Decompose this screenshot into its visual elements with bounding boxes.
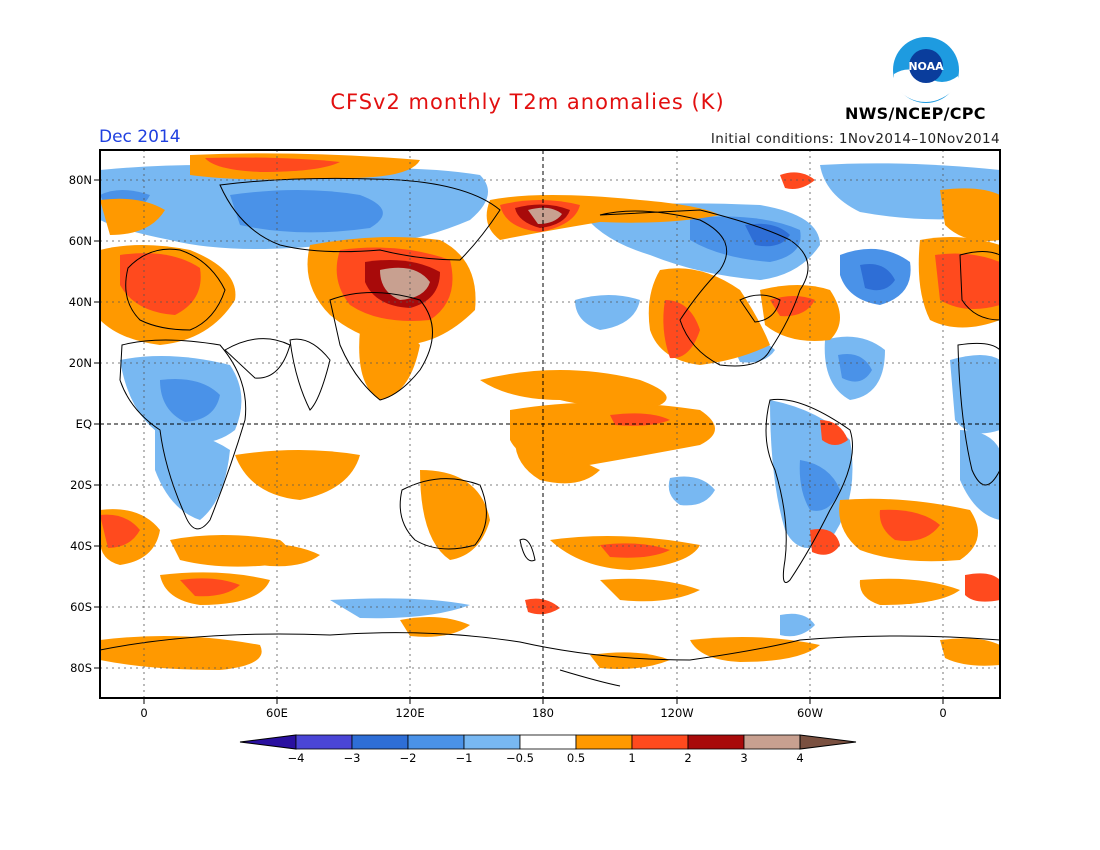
- legend-tick-label: 3: [740, 751, 747, 765]
- legend-swatch: [351, 734, 409, 750]
- lon-label: 60E: [266, 706, 288, 720]
- logo-text: NOAA: [908, 60, 944, 73]
- legend-swatch: [631, 734, 689, 750]
- lon-label: 120E: [395, 706, 424, 720]
- forecast-period: Dec 2014: [99, 127, 181, 147]
- legend-tick-label: 0.5: [567, 751, 585, 765]
- lon-label: 180: [532, 706, 554, 720]
- legend-tick-label: 1: [628, 751, 635, 765]
- legend-tick-label: −1: [456, 751, 473, 765]
- lon-label: 120W: [660, 706, 693, 720]
- legend-arrow-low: [239, 734, 297, 750]
- lat-label: 40S: [70, 539, 92, 553]
- color-legend: −4 −3 −2 −1 −0.5 0.5 1 2 3 4: [239, 734, 857, 765]
- lon-label: 60W: [797, 706, 823, 720]
- legend-tick-label: −0.5: [506, 751, 534, 765]
- coastlines: [100, 177, 1000, 687]
- lat-label: 60S: [70, 600, 92, 614]
- legend-swatch: [407, 734, 465, 750]
- legend-arrow-high: [799, 734, 857, 750]
- map-title: CFSv2 monthly T2m anomalies (K): [330, 90, 725, 114]
- agency-label: NWS/NCEP/CPC: [845, 104, 986, 123]
- axis-ticks: [94, 179, 944, 704]
- legend-tick-label: 2: [684, 751, 691, 765]
- noaa-logo: NOAA: [893, 37, 959, 103]
- initial-conditions: Initial conditions: 1Nov2014–10Nov2014: [710, 131, 1000, 147]
- legend-swatch: [295, 734, 353, 750]
- lat-label: 80N: [69, 173, 92, 187]
- lon-label: 0: [939, 706, 946, 720]
- lat-label: 40N: [69, 295, 92, 309]
- legend-tick-label: 4: [796, 751, 803, 765]
- legend-swatch: [463, 734, 521, 750]
- graticule: [100, 150, 1000, 698]
- legend-swatch: [743, 734, 801, 750]
- latitude-labels: 80N 60N 40N 20N EQ 20S 40S 60S 80S: [69, 173, 92, 675]
- legend-swatch: [575, 734, 633, 750]
- lat-label: 20S: [70, 478, 92, 492]
- legend-tick-label: −3: [344, 751, 361, 765]
- longitude-labels: 0 60E 120E 180 120W 60W 0: [140, 706, 946, 720]
- legend-tick-label: −4: [288, 751, 305, 765]
- lat-label: 80S: [70, 661, 92, 675]
- legend-swatch: [687, 734, 745, 750]
- legend-tick-label: −2: [400, 751, 417, 765]
- lat-label: EQ: [76, 417, 92, 431]
- legend-swatch: [519, 734, 577, 750]
- lon-label: 0: [140, 706, 147, 720]
- lat-label: 20N: [69, 356, 92, 370]
- equator-dateline: [100, 150, 1000, 698]
- lat-label: 60N: [69, 234, 92, 248]
